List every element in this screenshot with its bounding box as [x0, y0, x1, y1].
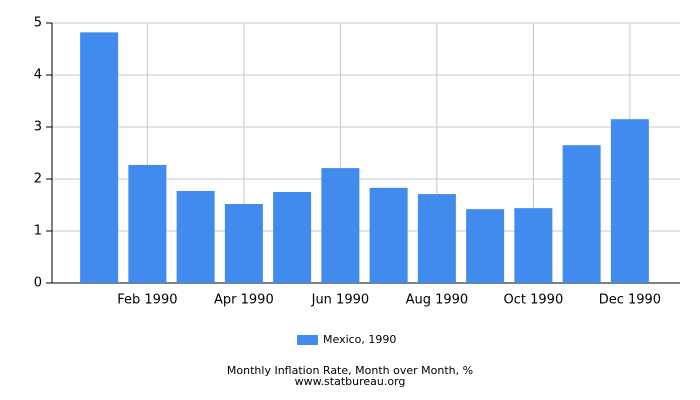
chart-title: Monthly Inflation Rate, Month over Month…: [227, 364, 473, 377]
x-tick-label: Apr 1990: [214, 293, 274, 308]
y-tick-label: 2: [34, 172, 42, 187]
y-tick-label: 3: [34, 120, 42, 135]
chart-subtitle: www.statbureau.org: [295, 375, 406, 388]
legend-label: Mexico, 1990: [323, 333, 396, 346]
bar: [224, 203, 263, 283]
y-tick-label: 1: [34, 224, 42, 239]
x-tick-label: Feb 1990: [117, 293, 177, 308]
y-tick-label: 5: [34, 16, 42, 31]
bar: [514, 208, 553, 283]
y-tick-label: 4: [34, 68, 42, 83]
x-tick-label: Aug 1990: [406, 293, 469, 308]
bar: [610, 119, 649, 283]
bar: [321, 168, 360, 283]
bar: [128, 164, 167, 283]
bar: [273, 192, 312, 283]
bar: [369, 187, 408, 283]
bar: [466, 209, 505, 283]
bar: [562, 145, 601, 283]
bar: [176, 190, 215, 283]
x-tick-label: Dec 1990: [599, 293, 661, 308]
x-tick-label: Jun 1990: [311, 293, 370, 308]
x-tick-label: Oct 1990: [504, 293, 564, 308]
legend-swatch: [297, 335, 318, 345]
bar: [417, 194, 456, 283]
y-tick-label: 0: [34, 276, 42, 291]
bar: [80, 32, 119, 283]
